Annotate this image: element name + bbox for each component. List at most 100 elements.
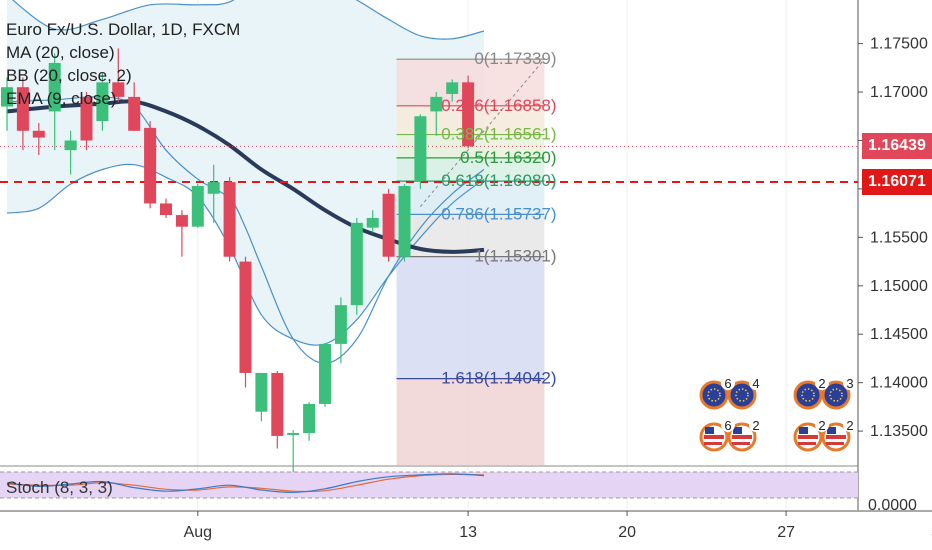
candle-up [191, 186, 204, 227]
event-count-badge [843, 418, 857, 432]
event-count: 4 [752, 376, 759, 391]
candle-down [223, 182, 236, 257]
fib-level-label: 0.786(1.15737) [441, 204, 556, 223]
x-tick-label: 27 [777, 524, 795, 541]
bollinger-upper-line [11, 0, 485, 40]
us-flag-stripe [732, 435, 752, 439]
fib-zone [396, 378, 545, 465]
candle-down [239, 261, 252, 373]
event-count-badge [749, 376, 763, 390]
stoch-k-line [6, 473, 485, 494]
candle-up [255, 372, 268, 412]
fib-zone [396, 157, 545, 182]
us-flag-canton [799, 427, 808, 434]
fib-level-label: 0.236(1.16858) [441, 96, 556, 115]
candle-up [48, 62, 61, 112]
candle-down [271, 372, 284, 436]
eu-flag-icon [821, 380, 851, 410]
candle-down [112, 82, 125, 97]
candle-down [175, 215, 188, 227]
event-count: 2 [818, 376, 825, 391]
fib-level-label: 0.5(1.16320) [460, 148, 556, 167]
candle-up [207, 182, 220, 194]
symbol-title[interactable]: Euro Fx/U.S. Dollar, 1D, FXCM [6, 20, 241, 39]
eu-stars [735, 388, 749, 402]
us-flag-canton [733, 427, 742, 434]
x-tick-label: 13 [459, 524, 477, 541]
candle-up [398, 186, 411, 257]
candle-up [430, 96, 443, 112]
candle-down [462, 82, 475, 147]
event-count: 3 [846, 376, 853, 391]
us-flag-stripe [798, 442, 816, 445]
event-count-badge [815, 376, 829, 390]
candle-up [64, 140, 77, 151]
event-count-badge [721, 376, 735, 390]
stoch-label[interactable]: Stoch (8, 3, 3) [6, 478, 113, 497]
moving-average-line [6, 99, 485, 254]
candle-down [128, 96, 141, 131]
x-tick-label: Sep [931, 524, 932, 541]
event-count: 6 [724, 376, 731, 391]
y-tick-label: 1.14500 [870, 326, 928, 343]
line-price-badge: 1.16071 [862, 169, 932, 196]
candle-up [319, 343, 331, 404]
current-price-badge: 1.16439 [862, 133, 932, 160]
us-flag-canton [827, 427, 836, 434]
eu-flag-icon [699, 380, 729, 410]
us-flag-stripe [704, 442, 722, 445]
event-count-badge [721, 418, 735, 432]
stoch-band [0, 472, 858, 498]
us-flag-canton [705, 427, 714, 434]
fib-level-label: 0.382(1.16561) [441, 125, 556, 144]
event-count-badge [749, 418, 763, 432]
candle-up [96, 82, 109, 122]
candle-up [366, 217, 379, 228]
legend-ema[interactable]: EMA (9, close) [6, 89, 117, 108]
x-tick-label: Aug [184, 524, 212, 541]
candle-up [414, 116, 427, 182]
event-count: 6 [724, 418, 731, 433]
eu-stars [829, 388, 843, 402]
candle-up [303, 403, 316, 434]
y-tick-label: 1.15500 [870, 229, 928, 246]
eu-stars [801, 388, 815, 402]
candle-down [160, 203, 172, 216]
us-flag-stripe [826, 442, 844, 445]
event-count-badge [815, 418, 829, 432]
bollinger-band-fill [7, 0, 484, 346]
candle-up [334, 305, 347, 344]
us-flag-stripe [732, 442, 750, 445]
event-count: 2 [846, 418, 853, 433]
legend-ma[interactable]: MA (20, close) [6, 43, 115, 62]
fib-level-label: 1.618(1.14042) [441, 369, 556, 388]
candle-down [80, 96, 93, 141]
fib-level-label: 0.618(1.16080) [441, 171, 556, 190]
eu-flag-icon [727, 380, 757, 410]
candle-down [16, 87, 29, 131]
fib-level-label: 0(1.17339) [474, 49, 556, 68]
event-count-badge [843, 376, 857, 390]
x-tick-label: 20 [618, 524, 636, 541]
candle-down [382, 193, 395, 257]
eu-flag-icon [793, 380, 823, 410]
event-count: 2 [818, 418, 825, 433]
y-tick-label: 1.17500 [870, 36, 928, 53]
fib-level-label: 1(1.15301) [474, 247, 556, 266]
candle-up [446, 82, 459, 94]
y-tick-label: 1.13500 [870, 423, 928, 440]
event-count: 2 [752, 418, 759, 433]
y-tick-label: 1.14000 [870, 375, 928, 392]
us-flag-stripe [704, 435, 724, 439]
us-flag-stripe [826, 435, 846, 439]
candle-up [1, 87, 13, 107]
us-flag-stripe [798, 435, 818, 439]
fib-zone [396, 181, 545, 215]
indicator-legend: Euro Fx/U.S. Dollar, 1D, FXCM MA (20, cl… [6, 18, 240, 110]
candle-down [144, 127, 157, 204]
legend-bb[interactable]: BB (20, close, 2) [6, 66, 132, 85]
eu-stars [707, 388, 721, 402]
y-tick-label: 1.17000 [870, 84, 928, 101]
